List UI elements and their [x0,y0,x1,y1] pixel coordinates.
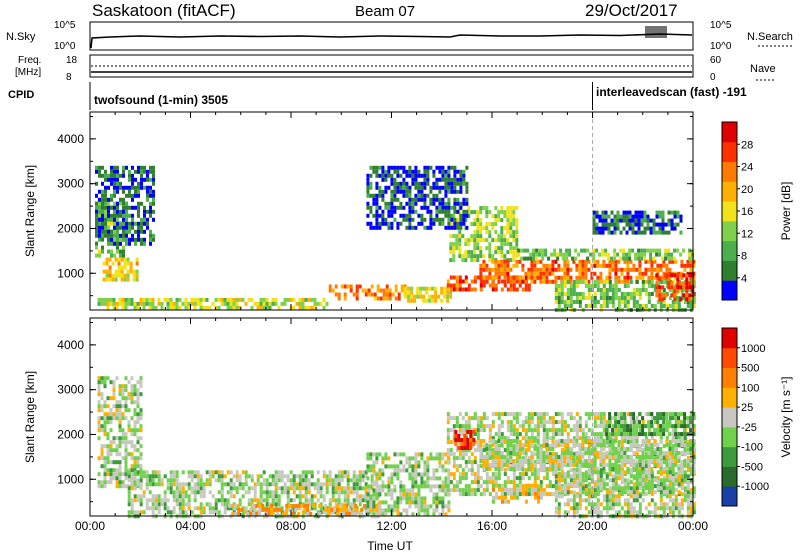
colorbar-segment [722,162,737,182]
y-tick-label: 3000 [57,383,84,397]
colorbar-tick-label: -25 [741,422,757,434]
colorbar-segment [722,201,737,221]
colorbar-tick-label: 100 [741,382,759,394]
y-tick-label: 3000 [57,177,84,191]
scatter-band [98,298,329,310]
colorbar-label: Power [dB] [779,182,793,241]
nave-tick-low: 0 [710,72,716,83]
y-axis-label: Slant Range [km] [23,165,37,257]
colorbar-segment [722,368,737,388]
velocity-panel: 4000 3000 2000 1000 Slant Range [km] 00:00 04:… [23,318,708,533]
y-tick-label: 4000 [57,338,84,352]
colorbar-tick-label: -1000 [741,481,769,493]
cpid-label: CPID [8,89,34,101]
noise-right-tick-high: 10^5 [710,20,732,31]
colorbar-segment [722,466,737,486]
colorbar-segment [722,260,737,280]
colorbar-segment [722,122,737,142]
colorbar-tick-label: 12 [741,228,753,240]
y-tick-label: 1000 [57,266,84,280]
cpid-mode-2: interleavedscan (fast) -191 [596,85,747,99]
x-tick-label: 00:00 [75,519,105,533]
y-axis-label: Slant Range [km] [23,371,37,463]
colorbar-tick-label: 4 [741,273,747,285]
freq-label-2: [MHz] [15,67,41,78]
scatter-band [593,211,683,235]
colorbar-segment [722,407,737,427]
power-panel: 4000 3000 2000 1000 Slant Range [km] [23,112,696,312]
x-axis-label: Time UT [367,539,413,553]
scatter-band [103,258,139,282]
y-tick-label: 2000 [57,427,84,441]
cpid-mode-1: twofsound (1-min) 3505 [94,93,228,107]
beam-title: Beam 07 [355,3,415,20]
date-title: 29/Oct/2017 [585,1,678,20]
x-tick-label: 00:00 [678,519,708,533]
scatter-band [366,166,468,230]
power-colorbar: 28 24 20 16 12 8 4 Power [dB] [722,122,793,301]
colorbar-tick-label: 28 [741,139,753,151]
scatter-band [404,287,452,303]
x-tick-label: 08:00 [276,519,306,533]
freq-label-1: Freq. [18,55,41,66]
freq-tick-low: 8 [66,72,72,83]
cpid-row: CPID twofsound (1-min) 3505 interleaveds… [8,82,747,110]
colorbar-segment [722,447,737,467]
colorbar-tick-label: 24 [741,162,753,174]
colorbar-tick-label: -100 [741,442,763,454]
noise-right-tick-low: 10^0 [710,41,732,52]
colorbar-tick-label: 1000 [741,343,765,355]
colorbar-segment [722,142,737,162]
noise-trace [91,34,692,48]
radar-title: Saskatoon (fitACF) [92,1,236,20]
noise-right-label: N.Search [747,31,793,43]
scatter-band [95,166,155,246]
colorbar-segment [722,280,737,300]
freq-panel: Freq. [MHz] 18 8 60 0 Nave [15,55,776,83]
colorbar-tick-label: -500 [741,461,763,473]
colorbar-segment [722,387,737,407]
x-tick-label: 12:00 [376,519,406,533]
noise-left-tick-high: 10^5 [54,20,76,31]
scatter-band [366,452,450,516]
colorbar-tick-label: 16 [741,206,753,218]
colorbar-tick-label: 8 [741,251,747,263]
nave-tick-high: 60 [710,55,722,66]
x-tick-label: 04:00 [175,519,205,533]
y-tick-label: 1000 [57,472,84,486]
colorbar-segment [722,328,737,348]
noise-panel: N.Sky 10^5 10^0 10^5 10^0 N.Search [6,20,793,52]
colorbar-segment [722,181,737,201]
colorbar-segment [722,348,737,368]
nave-label: Nave [750,63,776,75]
y-tick-label: 4000 [57,132,84,146]
colorbar-segment [722,241,737,261]
colorbar-label: Velocity [m s⁻¹] [779,376,793,457]
velocity-colorbar: 1000 500 100 25 -25 -100 -500 -1000 Velocity [m … [722,328,793,507]
scatter-band [517,249,694,261]
y-tick-label: 2000 [57,221,84,235]
x-tick-label: 16:00 [477,519,507,533]
colorbar-tick-label: 500 [741,363,759,375]
colorbar-segment [722,427,737,447]
colorbar-segment [722,221,737,241]
scatter-band [329,285,407,301]
colorbar-tick-label: 20 [741,184,753,196]
noise-left-tick-low: 10^0 [54,41,76,52]
colorbar-segment [722,486,737,506]
x-tick-label: 20:00 [577,519,607,533]
colorbar-tick-label: 25 [741,402,753,414]
noise-left-label: N.Sky [6,31,36,43]
freq-tick-high: 18 [66,55,78,66]
